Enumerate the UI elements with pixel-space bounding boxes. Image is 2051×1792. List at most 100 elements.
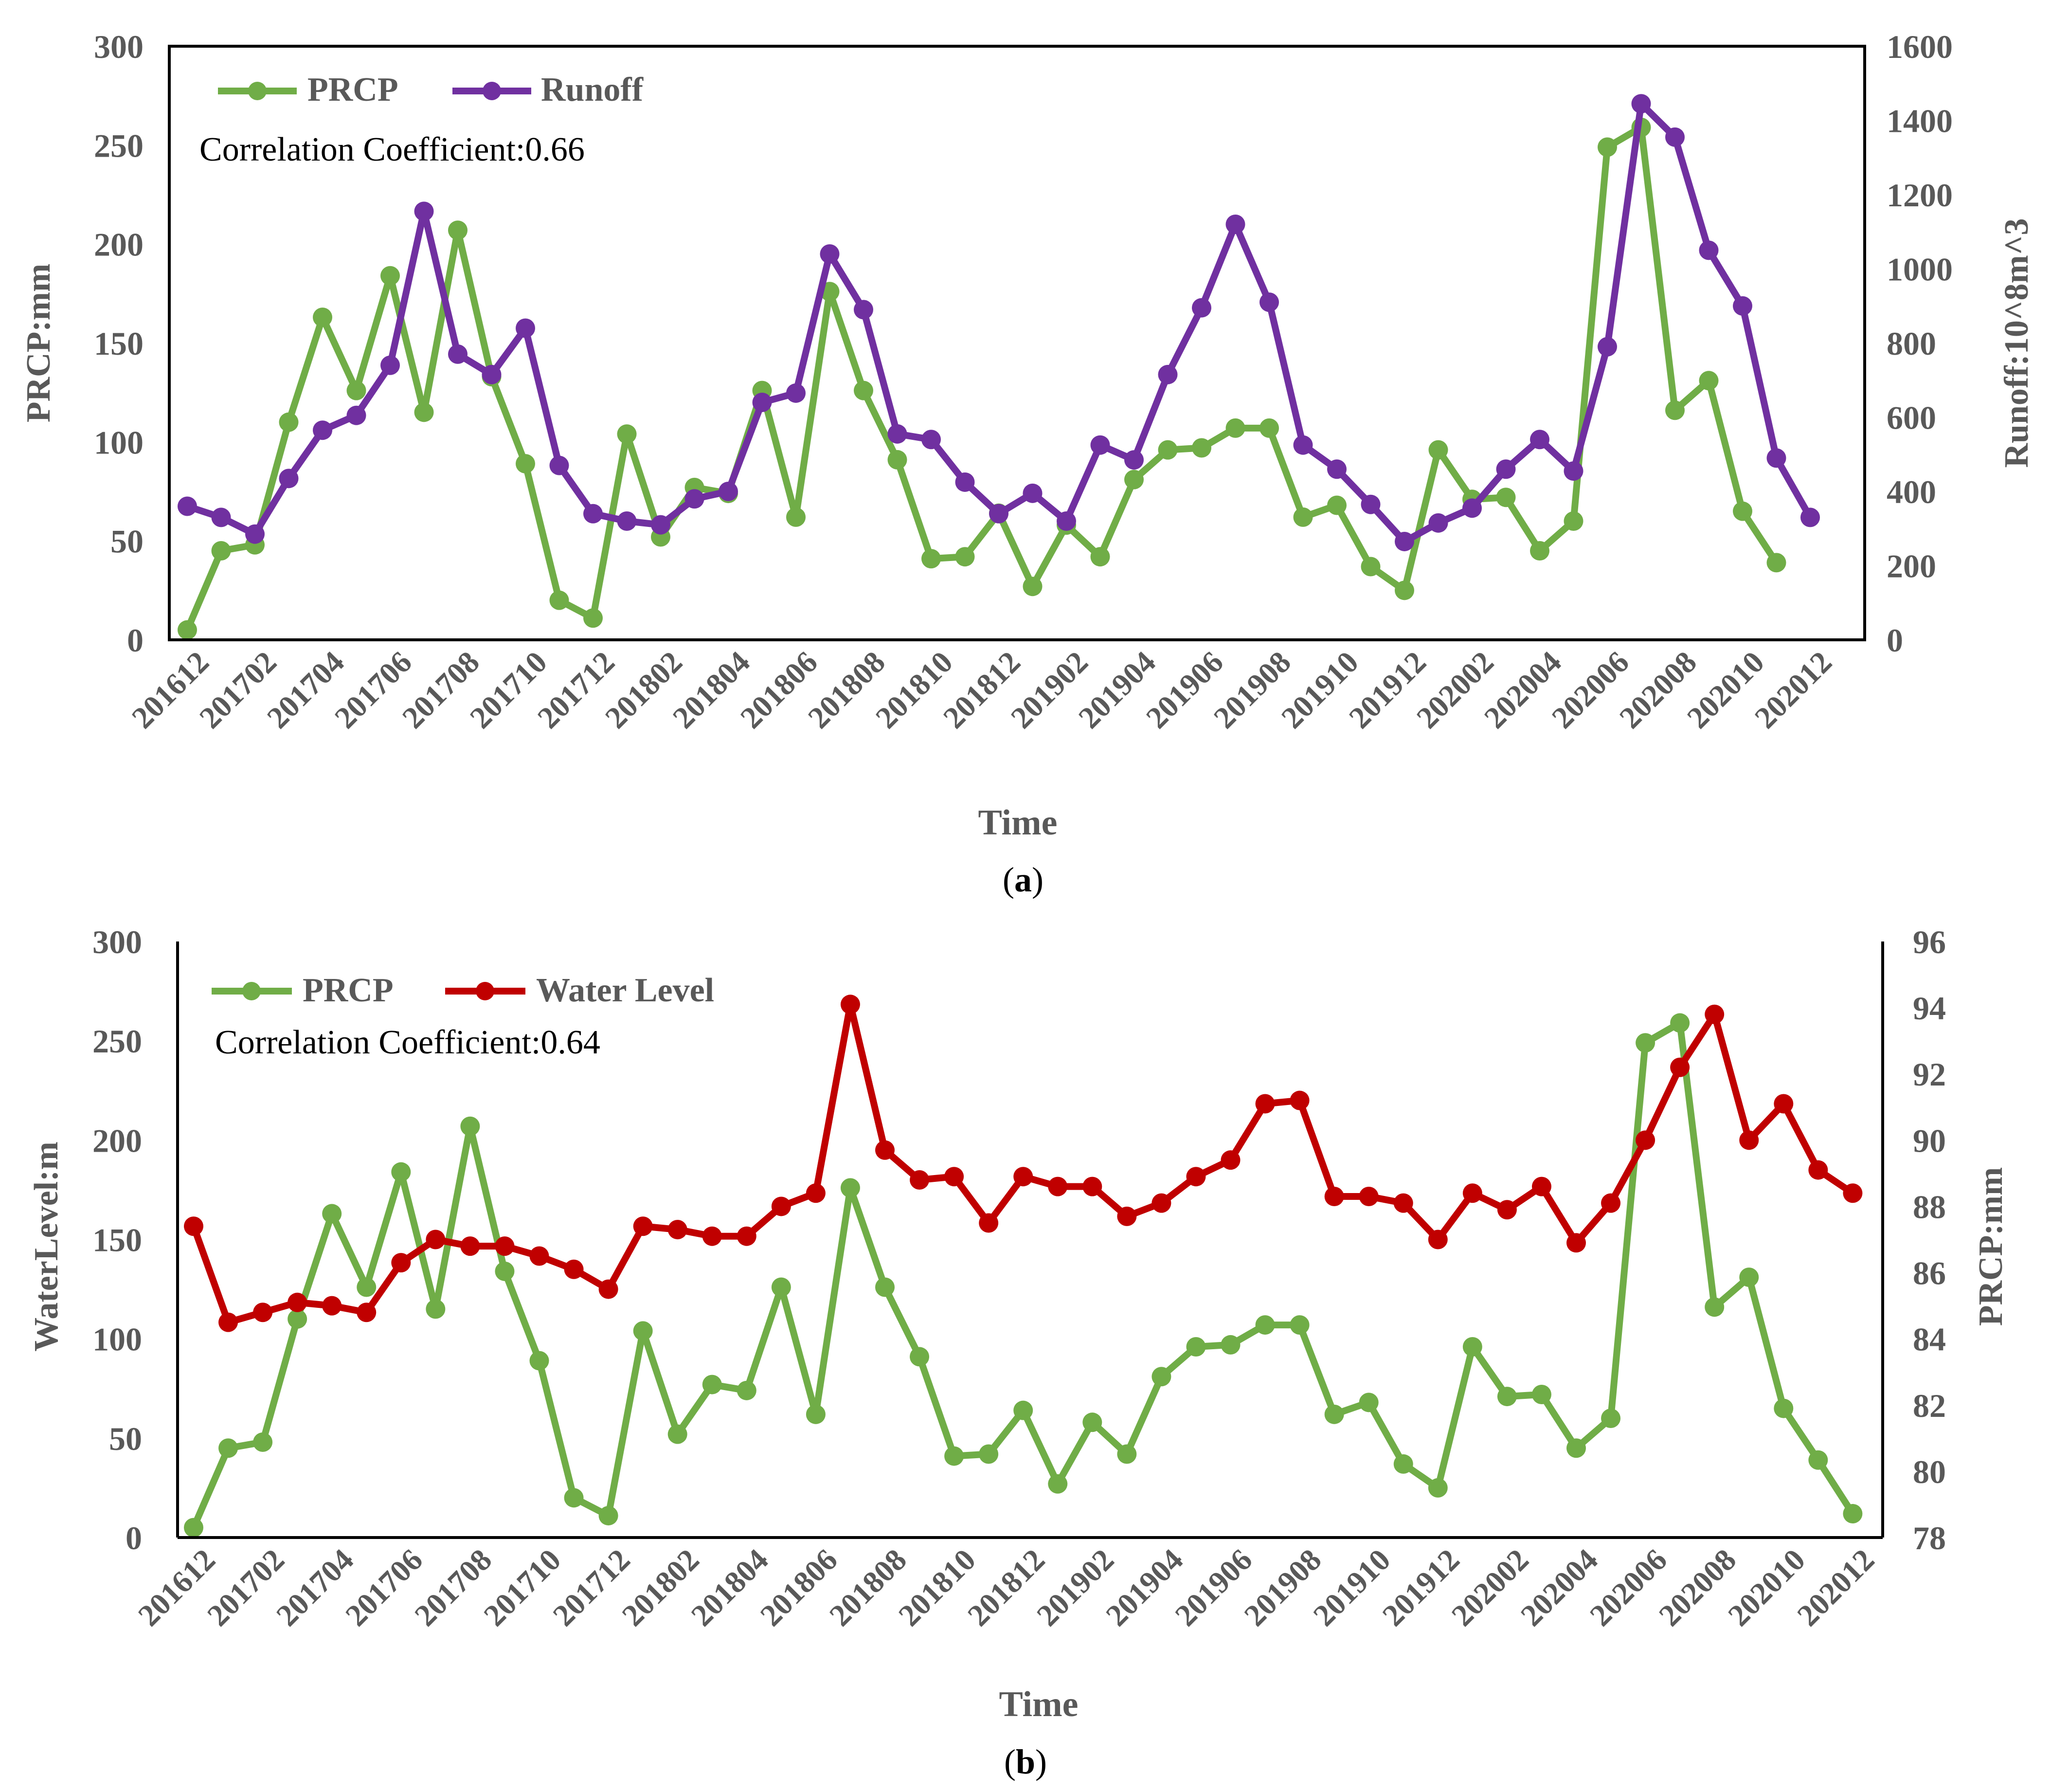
panel-b-water-level-point bbox=[667, 1220, 687, 1240]
panel-b-x-tick-label: 202004 bbox=[1514, 1542, 1604, 1633]
panel-b-prcp-point bbox=[1013, 1400, 1033, 1420]
panel-b-prcp-point bbox=[184, 1518, 203, 1538]
panel-a-y-right-tick-label: 400 bbox=[1887, 473, 1936, 510]
panel-a-series-layer bbox=[178, 94, 1820, 640]
panel-a-prcp-point bbox=[583, 608, 603, 628]
panel-b-water-level-point bbox=[1462, 1183, 1482, 1203]
panel-a-x-tick-label: 201812 bbox=[936, 645, 1027, 735]
panel-b-prcp-point bbox=[737, 1380, 756, 1400]
panel-b-water-level-point bbox=[1221, 1150, 1241, 1170]
panel-a-runoff-point bbox=[211, 507, 231, 527]
panel-b-prcp-point bbox=[1221, 1335, 1241, 1355]
panel-a-runoff-point bbox=[752, 393, 772, 412]
panel-b-water-level-point bbox=[1670, 1057, 1690, 1077]
panel-b-x-tick-label: 201704 bbox=[270, 1542, 360, 1633]
panel-b-prcp-point bbox=[1117, 1444, 1137, 1464]
panel-a-runoff-point bbox=[955, 472, 975, 492]
panel-a-prcp-point bbox=[1598, 137, 1617, 157]
panel-b-water-level-point bbox=[184, 1216, 203, 1236]
panel-a-runoff-point bbox=[1665, 127, 1685, 147]
panel-a-x-tick-label: 202012 bbox=[1748, 645, 1838, 735]
panel-a-runoff-point bbox=[1428, 513, 1448, 533]
panel-a-y-right-tick-label: 800 bbox=[1887, 325, 1936, 362]
panel-a-runoff-point bbox=[1124, 450, 1144, 470]
panel-a-runoff-point bbox=[346, 405, 366, 425]
panel-b-water-level-point bbox=[495, 1236, 515, 1256]
panel-a-x-tick-label: 201804 bbox=[666, 645, 756, 735]
panel-a-correlation-annotation: Correlation Coefficient:0.66 bbox=[199, 131, 585, 168]
panel-a-prcp-point bbox=[1023, 577, 1043, 597]
panel-a-prcp-point bbox=[887, 450, 907, 470]
panel-a-x-tick-label: 201910 bbox=[1275, 645, 1365, 735]
panel-a-runoff-point bbox=[989, 504, 1008, 524]
panel-a-runoff-point bbox=[1496, 459, 1516, 479]
panel-b-y-left-tick-label: 150 bbox=[92, 1222, 142, 1259]
panel-a-prcp-point bbox=[1733, 501, 1752, 521]
panel-b-x-tick-label: 201808 bbox=[823, 1542, 913, 1633]
panel-a-y-left-label: PRCP:mm bbox=[20, 264, 57, 423]
panel-a-y-right-tick-label: 1400 bbox=[1887, 103, 1953, 140]
panel-a-runoff-point bbox=[1057, 511, 1076, 531]
panel-a-x-axis-title: Time bbox=[978, 803, 1057, 843]
panel-b-prcp-point bbox=[218, 1438, 238, 1458]
panel-a-y-left-tick-label: 100 bbox=[94, 424, 144, 461]
panel-a-y-left-tick-label: 150 bbox=[94, 325, 144, 362]
panel-a-x-tick-label: 201904 bbox=[1072, 645, 1162, 735]
panel-a-x-tick-label: 201806 bbox=[734, 645, 824, 735]
panel-b-y-right-label: PRCP:mm bbox=[1972, 1167, 2010, 1326]
panel-a-runoff-point bbox=[651, 515, 670, 535]
panel-b-prcp-point bbox=[1739, 1267, 1759, 1287]
panel-a-prcp-point bbox=[1395, 580, 1414, 600]
panel-b-water-level-point bbox=[1531, 1177, 1551, 1196]
panel-a-runoff-point bbox=[786, 383, 806, 403]
panel-b-prcp-point bbox=[1705, 1297, 1725, 1317]
panel-b-y-right-tick-label: 82 bbox=[1913, 1387, 1946, 1424]
panel-a-x-tick-label: 201710 bbox=[463, 645, 554, 735]
panel-b-water-level-point bbox=[944, 1167, 964, 1187]
panel-a-prcp-point bbox=[211, 541, 231, 561]
panel-a-legend-prcp-marker bbox=[248, 82, 267, 100]
panel-b-prcp-point bbox=[322, 1204, 342, 1224]
panel-b-series-layer bbox=[184, 995, 1863, 1538]
panel-b-water-level-point bbox=[1393, 1193, 1413, 1213]
panel-a-x-tick-label: 202002 bbox=[1410, 645, 1500, 735]
panel-a-runoff-point bbox=[820, 244, 840, 264]
panel-a-x-tick-label: 201706 bbox=[328, 645, 418, 735]
panel-b-prcp-point bbox=[1324, 1404, 1344, 1424]
panel-a-prcp-point bbox=[516, 454, 535, 474]
panel-b-chart: 0 50 100 150 200 250 300 78 80 82 84 86 88 90 92 94 96 20… bbox=[28, 923, 2010, 1781]
panel-b-x-tick-label: 201708 bbox=[408, 1542, 498, 1633]
panel-b-prcp-point bbox=[1255, 1315, 1275, 1335]
panel-b-prcp-point bbox=[1151, 1367, 1171, 1387]
panel-a-caption-close: ) bbox=[1032, 860, 1043, 899]
panel-a-y-right-tick-label: 600 bbox=[1887, 399, 1936, 436]
panel-b-prcp-point bbox=[1601, 1409, 1621, 1428]
panel-a-runoff-point bbox=[854, 300, 873, 320]
panel-a-y-right-tick-label: 1200 bbox=[1887, 177, 1953, 214]
panel-b-y-left-tick-label: 100 bbox=[92, 1321, 142, 1358]
panel-a-prcp-point bbox=[1699, 371, 1719, 391]
panel-a-runoff-point bbox=[719, 482, 738, 501]
panel-a-caption: (a) bbox=[1003, 860, 1043, 899]
panel-b-prcp-point bbox=[391, 1162, 411, 1182]
panel-a-runoff-point bbox=[1462, 498, 1482, 518]
panel-a-prcp-point bbox=[955, 547, 975, 567]
panel-b-x-tick-label: 201712 bbox=[546, 1542, 637, 1633]
panel-b-x-tick-label: 201904 bbox=[1099, 1542, 1189, 1633]
panel-a-runoff-point bbox=[1293, 435, 1313, 455]
panel-a-prcp-point bbox=[1530, 541, 1549, 561]
panel-b-water-level-point bbox=[979, 1213, 999, 1233]
panel-b-water-level-point bbox=[1636, 1130, 1655, 1150]
panel-b-y-left-label: WaterLevel:m bbox=[28, 1141, 65, 1351]
panel-b-water-level-point bbox=[737, 1226, 756, 1246]
panel-b-caption-letter: b bbox=[1016, 1742, 1035, 1781]
panel-b-water-level-point bbox=[1186, 1167, 1206, 1187]
panel-b-x-tick-label: 201710 bbox=[477, 1542, 567, 1633]
panel-a-y-right-tick-label: 1000 bbox=[1887, 251, 1953, 288]
panel-b-prcp-point bbox=[1670, 1013, 1690, 1033]
panel-a-prcp-point bbox=[786, 507, 806, 527]
panel-b-prcp-point bbox=[1566, 1438, 1586, 1458]
panel-a-runoff-point bbox=[1327, 459, 1347, 479]
panel-a-prcp-point bbox=[279, 412, 299, 432]
